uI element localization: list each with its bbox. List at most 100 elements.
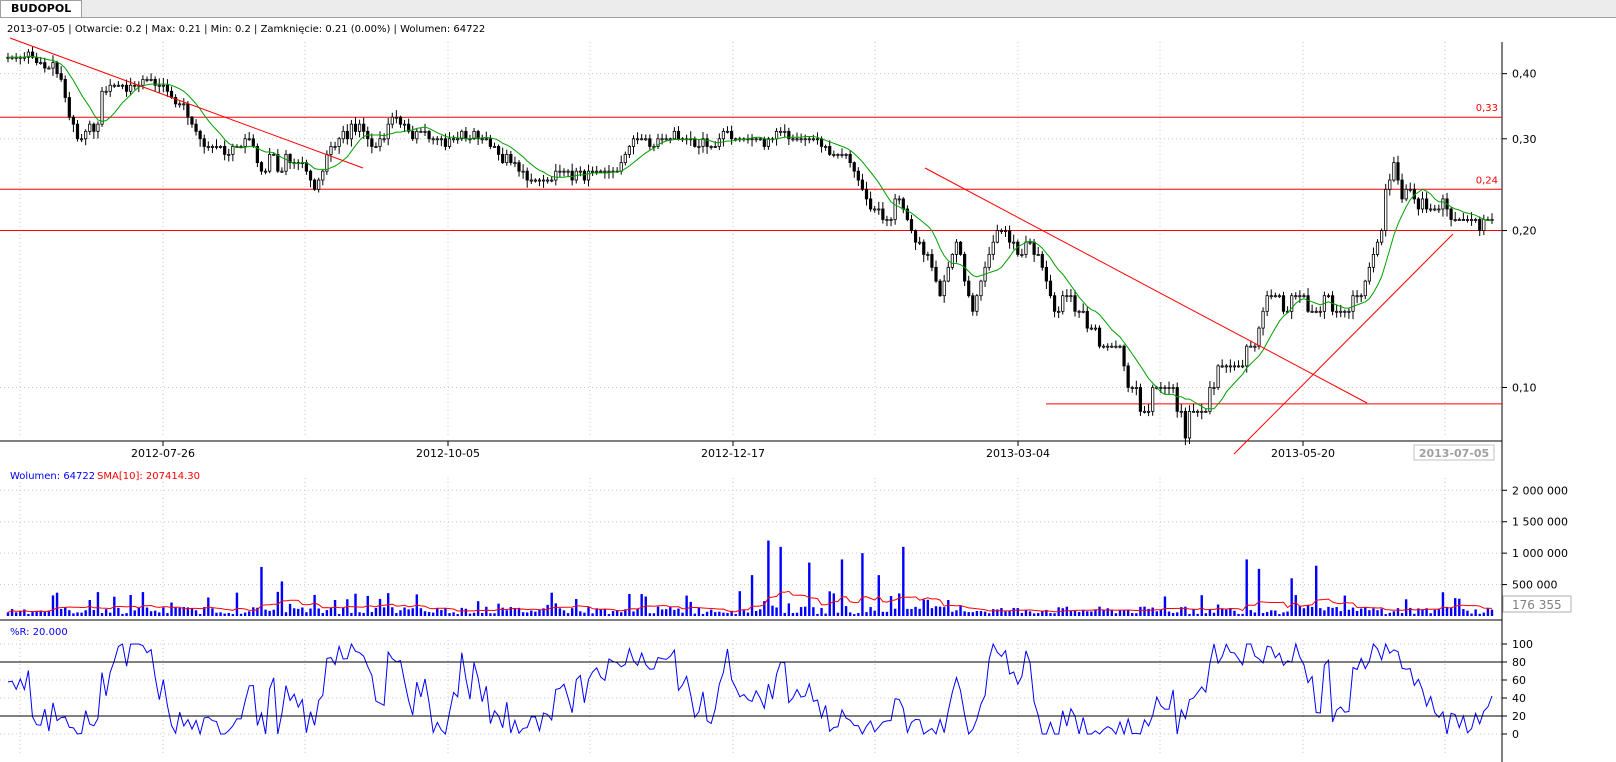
volume-bar xyxy=(399,610,402,616)
candle-body xyxy=(856,170,860,181)
wr-line xyxy=(0,642,1502,736)
volume-bar xyxy=(321,613,324,616)
candle-body xyxy=(268,153,272,172)
candle-body xyxy=(43,62,47,69)
volume-bar xyxy=(1098,606,1101,616)
volume-bar xyxy=(1372,608,1375,616)
candle-body xyxy=(443,138,448,147)
candle-body xyxy=(1273,295,1277,298)
volume-bar xyxy=(1294,595,1297,616)
candle-body xyxy=(1028,241,1032,244)
candle-body xyxy=(1196,410,1200,413)
volume-bar xyxy=(198,613,202,616)
candle-body xyxy=(836,153,840,156)
volume-bar xyxy=(926,599,930,616)
candle-body xyxy=(501,153,505,164)
volume-bar xyxy=(697,607,701,616)
candle-body xyxy=(1449,208,1453,220)
candle-body xyxy=(1343,310,1347,313)
volume-bar xyxy=(190,608,194,616)
volume-bar xyxy=(1409,607,1412,616)
candle-body xyxy=(1392,162,1396,181)
volume-bar xyxy=(235,592,239,616)
volume-bar xyxy=(738,591,741,616)
volume-bar xyxy=(861,553,864,616)
volume-bar xyxy=(893,608,897,616)
candle-body xyxy=(1437,208,1441,211)
volume-bar xyxy=(329,607,333,616)
volume-bar xyxy=(1110,609,1114,616)
candle-body xyxy=(1220,365,1224,368)
candle-body xyxy=(693,138,697,147)
volume-bar xyxy=(88,600,91,616)
volume-bar xyxy=(23,609,26,616)
candle-body xyxy=(664,138,668,141)
volume-bar xyxy=(14,612,18,616)
candle-body xyxy=(1326,295,1331,298)
volume-bar xyxy=(1347,609,1351,616)
candle-body xyxy=(317,179,321,190)
volume-bar xyxy=(1061,608,1064,616)
candle-body xyxy=(59,73,63,80)
volume-bar xyxy=(468,613,472,616)
volume-bar xyxy=(840,559,844,616)
candle-body xyxy=(1204,410,1208,413)
candle-body xyxy=(828,146,832,155)
volume-bar xyxy=(971,612,975,616)
candle-body xyxy=(169,90,174,98)
candle-body xyxy=(1404,188,1408,200)
volume-bar xyxy=(1020,612,1024,616)
volume-bar xyxy=(80,612,83,616)
volume-bar xyxy=(260,566,263,616)
current-volume-box xyxy=(1502,595,1572,613)
volume-bar xyxy=(440,610,443,616)
volume-bar xyxy=(129,594,132,616)
volume-bar xyxy=(1094,609,1097,616)
volume-bar xyxy=(530,610,533,616)
candle-body xyxy=(1114,345,1118,348)
price-levels: 0,33 0,24 xyxy=(0,103,1502,405)
volume-bar xyxy=(419,608,423,616)
candle-body xyxy=(133,84,137,87)
candle-body xyxy=(676,130,681,140)
candle-body xyxy=(1253,345,1257,348)
volume-bar xyxy=(1486,608,1490,616)
volume-bar xyxy=(734,614,737,616)
volume-bar xyxy=(955,610,958,616)
volume-bar xyxy=(337,614,341,616)
candle-body xyxy=(1408,188,1412,191)
volume-bar xyxy=(68,610,71,616)
volume-bar xyxy=(72,613,75,616)
volume-bar xyxy=(709,609,713,616)
candle-body xyxy=(1171,387,1175,389)
candle-body xyxy=(161,84,165,87)
y-tick-label: 60 xyxy=(1512,674,1526,687)
volume-bar xyxy=(963,611,966,616)
candle-body xyxy=(92,123,96,132)
volume-bar xyxy=(591,613,594,616)
volume-bar xyxy=(284,612,288,616)
price-sma xyxy=(8,55,1492,410)
volume-bar xyxy=(1212,612,1216,616)
volume-bar xyxy=(992,609,995,616)
candle-body xyxy=(1126,365,1130,388)
volume-bar xyxy=(681,612,684,616)
tab-budopol[interactable]: BUDOPOL xyxy=(0,0,83,17)
volume-bar xyxy=(403,607,406,616)
candle-body xyxy=(1167,387,1171,389)
candle-body xyxy=(537,179,542,182)
candle-body xyxy=(656,138,660,147)
candle-body xyxy=(1208,387,1212,412)
volume-bar xyxy=(1126,610,1130,616)
candle-body xyxy=(709,146,713,148)
candle-body xyxy=(202,138,206,147)
candle-body xyxy=(877,208,881,211)
candle-body xyxy=(1457,219,1461,221)
volume-bar xyxy=(1081,609,1085,616)
volume-bar xyxy=(436,608,439,616)
candle-body xyxy=(1380,230,1384,243)
candle-body xyxy=(456,138,460,141)
candle-body xyxy=(419,130,423,133)
candle-body xyxy=(1478,219,1482,231)
volume-bar xyxy=(611,611,615,616)
